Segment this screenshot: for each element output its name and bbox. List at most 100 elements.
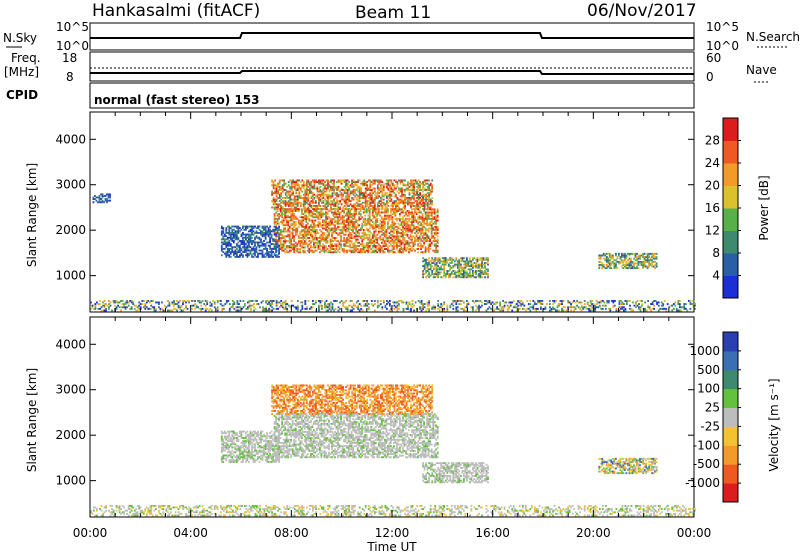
echo-cell	[328, 216, 330, 219]
echo-cell	[427, 237, 430, 239]
echo-cell	[382, 185, 385, 188]
echo-cell	[321, 197, 323, 199]
echo-cell	[373, 303, 376, 305]
echo-cell	[311, 219, 314, 222]
echo-cell	[368, 227, 371, 230]
echo-cell	[484, 300, 486, 302]
echo-cell	[391, 240, 394, 243]
echo-cell	[329, 246, 332, 249]
echo-cell	[390, 225, 392, 228]
echo-cell	[370, 181, 373, 183]
echo-cell	[216, 307, 219, 310]
echo-cell	[313, 184, 316, 187]
echo-cell	[302, 182, 305, 185]
echo-cell	[300, 222, 303, 225]
echo-cell	[242, 225, 244, 228]
echo-cell	[171, 309, 174, 312]
echo-cell	[422, 181, 424, 183]
echo-cell	[382, 193, 385, 196]
echo-cell	[337, 221, 339, 223]
echo-cell	[598, 264, 601, 266]
echo-cell	[191, 300, 193, 302]
echo-cell	[314, 246, 317, 249]
echo-cell	[408, 229, 410, 231]
echo-cell	[393, 230, 395, 233]
echo-cell	[322, 197, 325, 199]
echo-cell	[230, 306, 233, 309]
echo-cell	[435, 243, 438, 246]
echo-cell	[414, 225, 416, 228]
echo-cell	[415, 230, 418, 233]
echo-cell	[329, 249, 332, 252]
echo-cell	[176, 309, 178, 312]
echo-cell	[628, 252, 631, 255]
echo-cell	[270, 233, 273, 236]
echo-cell	[135, 304, 138, 307]
echo-cell	[419, 306, 421, 309]
echo-cell	[276, 245, 279, 247]
echo-cell	[319, 213, 321, 215]
echo-cell	[420, 227, 422, 230]
echo-cell	[296, 300, 299, 302]
echo-cell	[248, 230, 250, 233]
echo-cell	[269, 228, 271, 231]
echo-cell	[351, 206, 353, 209]
echo-cell	[303, 241, 306, 244]
echo-cell	[254, 300, 257, 302]
echo-cell	[604, 267, 607, 270]
echo-cell	[425, 309, 427, 312]
echo-cell	[397, 217, 400, 220]
echo-cell	[385, 238, 388, 241]
echo-cell	[413, 182, 415, 185]
echo-cell	[479, 300, 482, 302]
echo-cell	[389, 192, 391, 195]
echo-cell	[369, 182, 372, 185]
echo-cell	[220, 233, 223, 236]
echo-cell	[400, 222, 403, 225]
echo-cell	[342, 206, 344, 209]
echo-cell	[334, 249, 336, 252]
echo-cell	[344, 221, 347, 223]
echo-cell	[299, 240, 302, 243]
echo-cell	[361, 205, 364, 207]
echo-cell	[598, 260, 601, 263]
echo-cell	[426, 187, 429, 190]
echo-cell	[509, 301, 512, 304]
echo-cell	[426, 205, 429, 207]
echo-cell	[409, 224, 412, 227]
echo-cell	[278, 238, 280, 241]
echo-cell	[351, 184, 353, 187]
echo-cell	[417, 205, 420, 207]
echo-cell	[466, 276, 468, 279]
echo-cell	[404, 184, 406, 187]
echo-cell	[308, 217, 311, 220]
echo-cell	[399, 179, 402, 182]
echo-cell	[379, 235, 382, 238]
echo-cell	[313, 222, 315, 225]
echo-cell	[391, 210, 394, 212]
echo-cell	[373, 233, 376, 236]
echo-cell	[306, 230, 309, 233]
echo-cell	[349, 208, 351, 211]
echo-cell	[389, 187, 391, 190]
echo-cell	[373, 246, 376, 249]
echo-cell	[290, 208, 293, 211]
echo-cell	[414, 232, 416, 235]
echo-cell	[429, 224, 431, 227]
echo-cell	[367, 238, 370, 241]
echo-cell	[344, 241, 347, 244]
echo-cell	[305, 214, 308, 217]
echo-cell	[382, 243, 385, 246]
echo-cell	[411, 184, 414, 187]
echo-cell	[429, 263, 432, 266]
echo-cell	[423, 205, 426, 207]
echo-cell	[362, 249, 365, 252]
echo-cell	[414, 211, 416, 214]
echo-cell	[240, 233, 243, 236]
echo-cell	[409, 225, 412, 228]
echo-cell	[383, 251, 386, 254]
echo-cell	[417, 211, 419, 214]
echo-cell	[367, 306, 370, 309]
echo-cell	[424, 232, 427, 235]
echo-cell	[305, 210, 308, 212]
